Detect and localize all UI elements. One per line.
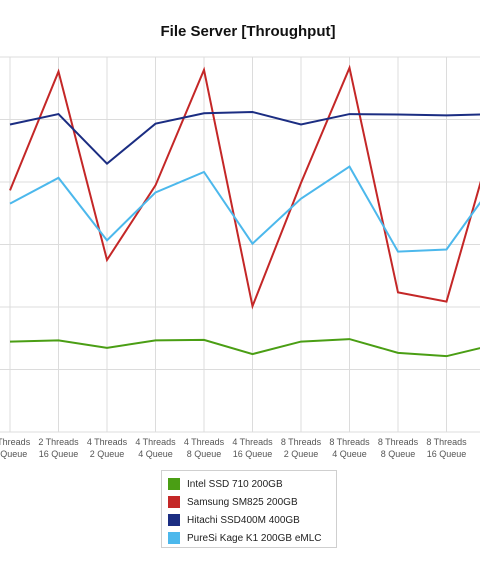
- legend-swatch: [168, 514, 180, 526]
- x-tick-label: 16 Queue: [233, 449, 273, 459]
- x-tick-label: 2 Queue: [90, 449, 125, 459]
- series-lines: [9, 64, 480, 358]
- x-tick-label: 8 Queue: [187, 449, 222, 459]
- x-tick-label: 16 Queue: [39, 449, 79, 459]
- legend-swatch: [168, 478, 180, 490]
- legend-item: PureSi Kage K1 200GB eMLC: [168, 531, 322, 545]
- x-tick-label: 2 Queue: [284, 449, 319, 459]
- series-line-4: [9, 165, 480, 253]
- x-tick-label: 4 Threads: [232, 437, 273, 447]
- x-tick-label: 8 Queue: [0, 449, 27, 459]
- legend-label: Hitachi SSD400M 400GB: [187, 514, 300, 526]
- x-tick-label: 8 Threads: [426, 437, 467, 447]
- x-tick-label: 4 Threads: [135, 437, 176, 447]
- x-tick-label: 4 Threads: [87, 437, 128, 447]
- x-tick-label: 4 Threads: [184, 437, 225, 447]
- x-axis-tick-labels: 2 Threads 8 Queue 2 Threads 16 Queue 4 Threa…: [0, 437, 467, 459]
- x-tick-label: 8 Threads: [281, 437, 322, 447]
- x-tick-label: 2 Threads: [38, 437, 79, 447]
- x-tick-label: 8 Threads: [378, 437, 419, 447]
- series-line-2: [9, 64, 480, 310]
- x-tick-label: 16 Queue: [427, 449, 467, 459]
- series-line-1: [9, 338, 480, 358]
- chart-title: File Server [Throughput]: [160, 23, 335, 40]
- legend-item: Hitachi SSD400M 400GB: [168, 513, 300, 527]
- legend: Intel SSD 710 200GB Samsung SM825 200GB …: [161, 470, 337, 548]
- legend-label: PureSi Kage K1 200GB eMLC: [187, 532, 322, 544]
- x-tick-label: 4 Queue: [138, 449, 173, 459]
- legend-swatch: [168, 496, 180, 508]
- legend-item: Samsung SM825 200GB: [168, 495, 298, 509]
- x-tick-label: 8 Threads: [329, 437, 370, 447]
- x-tick-label: 8 Queue: [381, 449, 416, 459]
- x-tick-label: 4 Queue: [332, 449, 367, 459]
- legend-swatch: [168, 532, 180, 544]
- series-line-3: [9, 110, 480, 166]
- x-tick-label: 2 Threads: [0, 437, 31, 447]
- legend-label: Samsung SM825 200GB: [187, 496, 298, 508]
- legend-label: Intel SSD 710 200GB: [187, 478, 283, 490]
- legend-item: Intel SSD 710 200GB: [168, 477, 283, 491]
